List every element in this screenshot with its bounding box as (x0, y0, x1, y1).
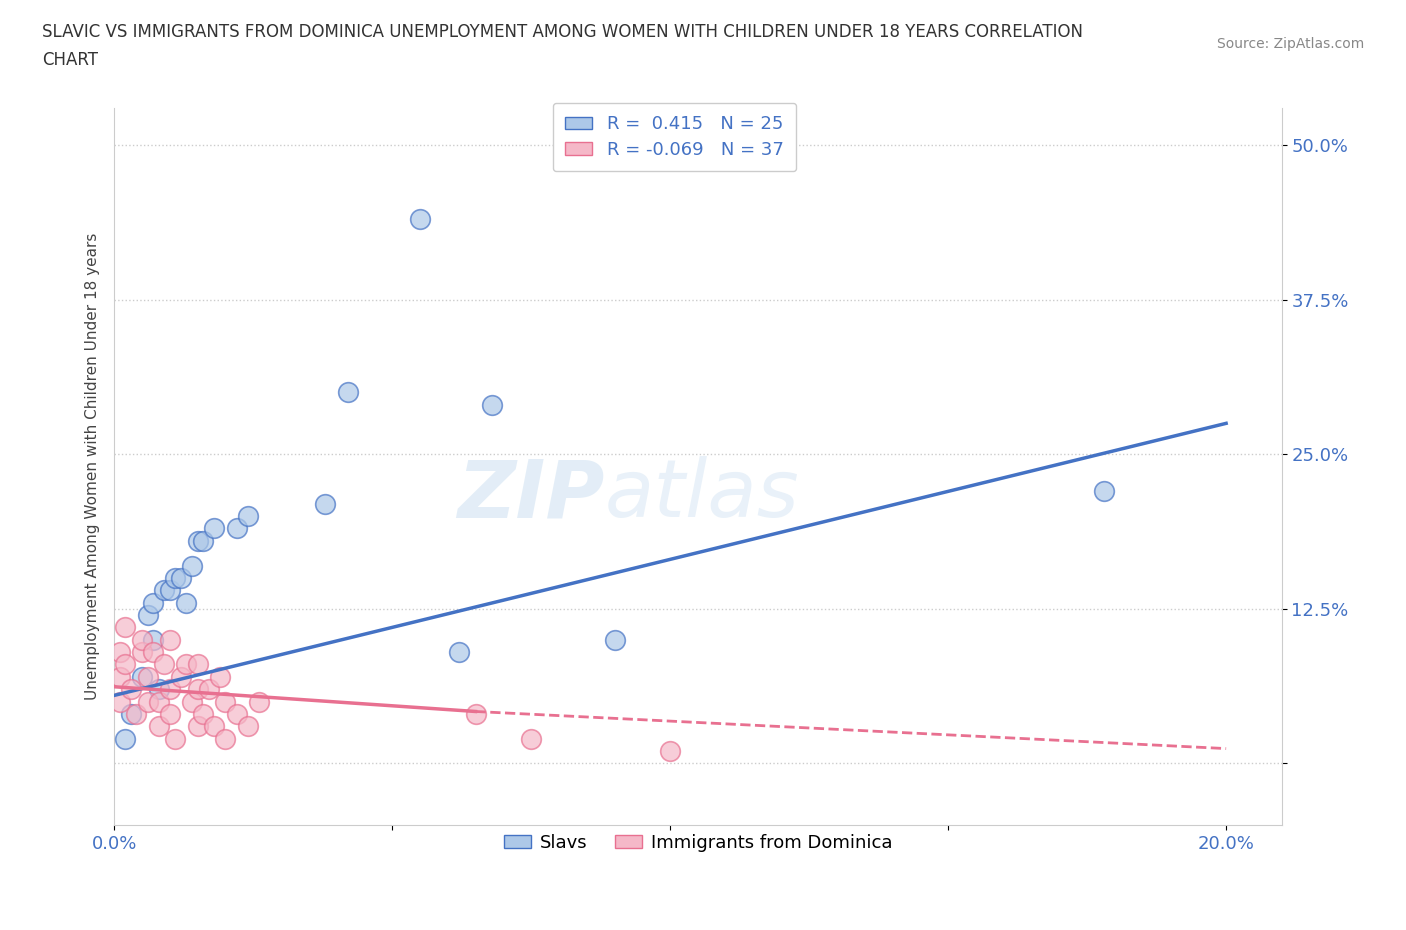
Point (202, 719, 225, 734)
Point (165, 731, 187, 746)
Point (236, 719, 259, 734)
Point (603, 632, 626, 647)
Point (159, 707, 181, 722)
Point (247, 694, 270, 709)
Point (142, 632, 165, 647)
Point (148, 682, 170, 697)
Point (314, 497, 336, 512)
Point (114, 731, 136, 746)
Point (136, 607, 159, 622)
Point (136, 694, 159, 709)
Text: SLAVIC VS IMMIGRANTS FROM DOMINICA UNEMPLOYMENT AMONG WOMEN WITH CHILDREN UNDER : SLAVIC VS IMMIGRANTS FROM DOMINICA UNEMP… (42, 23, 1083, 41)
Point (136, 670, 159, 684)
Point (159, 682, 181, 697)
Text: atlas: atlas (605, 457, 799, 535)
Point (131, 670, 153, 684)
Point (165, 570, 187, 585)
Point (153, 658, 176, 672)
Point (131, 644, 153, 659)
Point (202, 521, 225, 536)
Point (108, 670, 131, 684)
Point (225, 707, 247, 722)
Point (176, 595, 198, 610)
Point (409, 212, 432, 227)
Point (336, 385, 359, 400)
Point (191, 534, 214, 549)
Legend: Slavs, Immigrants from Dominica: Slavs, Immigrants from Dominica (496, 827, 900, 859)
Point (214, 731, 236, 746)
Point (187, 719, 209, 734)
Y-axis label: Unemployment Among Women with Children Under 18 years: Unemployment Among Women with Children U… (86, 232, 100, 700)
Point (142, 644, 165, 659)
Text: Source: ZipAtlas.com: Source: ZipAtlas.com (1216, 37, 1364, 51)
Point (142, 595, 165, 610)
Point (187, 658, 209, 672)
Text: CHART: CHART (42, 51, 98, 69)
Point (125, 707, 148, 722)
Point (191, 707, 214, 722)
Point (153, 583, 176, 598)
Point (187, 534, 209, 549)
Point (148, 694, 170, 709)
Point (170, 570, 193, 585)
Point (181, 558, 204, 573)
Point (120, 682, 142, 697)
Point (225, 521, 247, 536)
Point (447, 644, 470, 659)
Point (1092, 484, 1115, 498)
Point (197, 682, 219, 697)
Point (108, 694, 131, 709)
Point (181, 694, 204, 709)
Point (170, 670, 193, 684)
Point (114, 620, 136, 635)
Point (214, 694, 236, 709)
Point (481, 397, 503, 412)
Point (187, 682, 209, 697)
Point (176, 658, 198, 672)
Point (114, 658, 136, 672)
Point (159, 583, 181, 598)
Point (108, 644, 131, 659)
Point (208, 670, 231, 684)
Point (520, 731, 543, 746)
Point (148, 719, 170, 734)
Point (159, 632, 181, 647)
Point (464, 707, 486, 722)
Point (120, 707, 142, 722)
Point (131, 632, 153, 647)
Point (236, 509, 259, 524)
Point (659, 744, 682, 759)
Text: ZIP: ZIP (457, 457, 605, 535)
